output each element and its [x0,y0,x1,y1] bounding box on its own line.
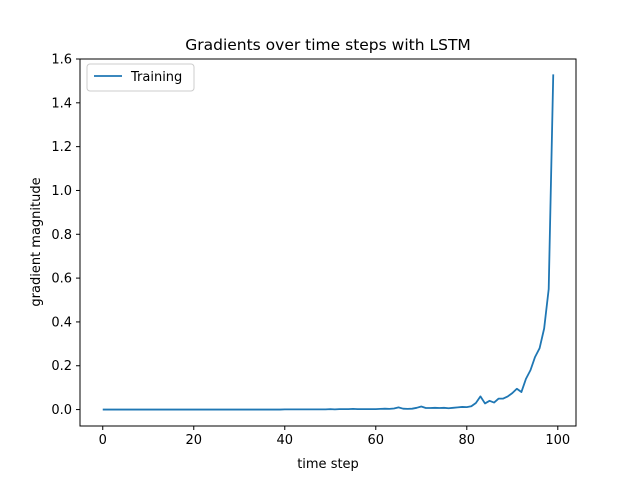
x-tick-label: 20 [185,433,202,448]
y-tick-label: 1.4 [51,96,72,111]
x-tick-label: 0 [99,433,107,448]
series-line-training [102,74,555,411]
chart-title: Gradients over time steps with LSTM [185,36,471,54]
x-tick-label: 40 [276,433,293,448]
x-tick-label: 100 [545,433,570,448]
y-tick-label: 0.2 [51,359,72,374]
y-axis-label: gradient magnitude [29,177,44,306]
x-tick-label: 60 [368,433,385,448]
x-axis-label: time step [297,457,359,472]
y-tick-label: 1.0 [51,184,72,199]
plot-area: 0 20 40 60 80 100 0.0 0.2 0.4 0.6 0.8 1.0 1.2 1.4 1.6 [51,53,577,448]
legend: Training [86,63,195,92]
y-tick-label: 0.6 [51,272,72,287]
y-tick-label: 1.2 [51,140,72,155]
legend-box [86,63,195,92]
x-tick-label: 80 [459,433,476,448]
y-tick-label: 0.8 [51,228,72,243]
plot-frame [79,58,577,427]
y-tick-label: 1.6 [51,53,72,68]
y-tick-label: 0.0 [51,403,72,418]
legend-label-training: Training [130,70,182,85]
y-tick-label: 0.4 [51,315,72,330]
